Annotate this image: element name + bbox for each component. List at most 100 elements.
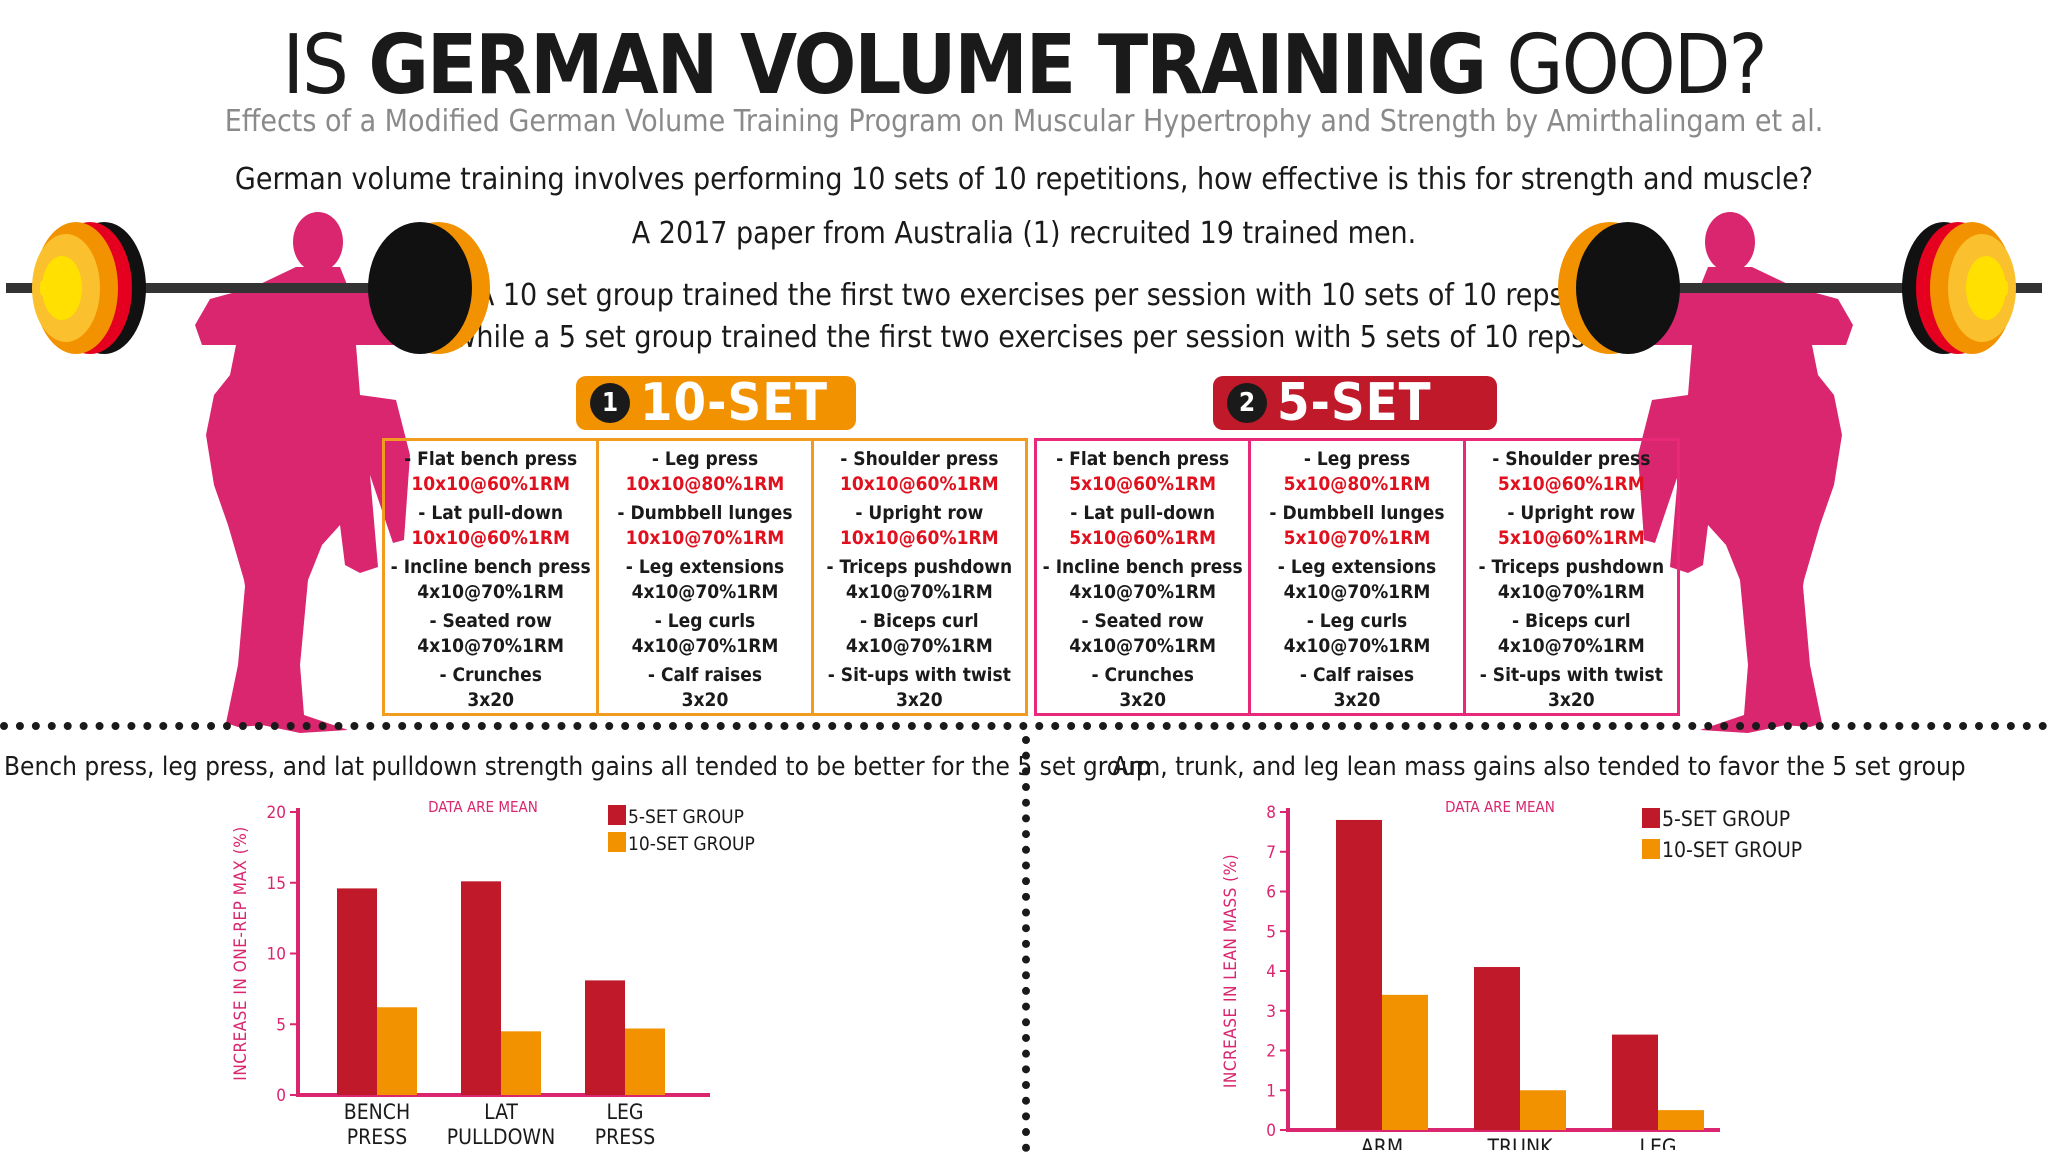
exercise-prescription: 3x20 — [681, 689, 729, 711]
exercise-name: - Biceps curl — [1512, 610, 1631, 632]
title-emphasis: GERMAN VOLUME TRAINING — [368, 18, 1487, 113]
exercise-prescription: 5x10@60%1RM — [1069, 473, 1217, 495]
right-barbell-end — [1978, 280, 2008, 296]
title-suffix: GOOD? — [1484, 18, 1767, 113]
y-tick-label: 10 — [267, 945, 286, 965]
legend-swatch — [608, 832, 626, 852]
y-tick-label: 15 — [267, 874, 286, 894]
x-tick-label: BENCH — [344, 1100, 410, 1124]
bar — [1612, 1034, 1658, 1130]
legend-label: 5-SET GROUP — [628, 806, 744, 828]
exercise-prescription: 4x10@70%1RM — [1497, 635, 1645, 657]
exercise-name: - Biceps curl — [860, 610, 979, 632]
left-barbell-bar — [6, 283, 406, 293]
exercise-prescription: 3x20 — [1333, 689, 1381, 711]
banner-5-set-number: 2 — [1227, 383, 1267, 423]
exercise-prescription: 3x20 — [1547, 689, 1595, 711]
exercise-name: - Upright row — [1507, 502, 1636, 524]
exercise-name: - Seated row — [1081, 610, 1204, 632]
exercise-prescription: 4x10@70%1RM — [1497, 581, 1645, 603]
exercise-prescription: 5x10@70%1RM — [1283, 527, 1431, 549]
exercise-prescription: 3x20 — [467, 689, 515, 711]
program-table-5-set: - Flat bench press 5x10@60%1RM - Lat pull-… — [1034, 438, 1680, 716]
exercise-prescription: 10x10@60%1RM — [411, 473, 570, 495]
exercise-prescription: 10x10@60%1RM — [411, 527, 570, 549]
y-axis-label: INCREASE IN LEAN MASS (%) — [1221, 854, 1241, 1088]
exercise-name: - Incline bench press — [1042, 556, 1243, 578]
exercise-name: - Leg extensions — [1277, 556, 1437, 578]
x-tick-label: TRUNK — [1486, 1135, 1553, 1150]
horizontal-divider — [0, 722, 2048, 730]
exercise-name: - Upright row — [855, 502, 984, 524]
lean-mass-chart: INCREASE IN LEAN MASS (%) 0 1 2 3 4 5 6 7 8 DATA A… — [1221, 798, 1802, 1150]
exercise-name: - Calf raises — [647, 664, 763, 686]
exercise-prescription: 4x10@70%1RM — [1069, 581, 1217, 603]
exercise-prescription: 10x10@70%1RM — [625, 527, 785, 549]
exercise-prescription: 5x10@80%1RM — [1283, 473, 1431, 495]
exercise-name: - Leg press — [1303, 448, 1411, 470]
x-tick-label: LAT — [484, 1100, 518, 1124]
exercise-name: - Leg curls — [1306, 610, 1408, 632]
exercise-name: - Dumbbell lunges — [617, 502, 793, 524]
exercise-prescription: 10x10@60%1RM — [839, 473, 999, 495]
y-tick-label: 2 — [1266, 1042, 1276, 1062]
left-lifter-figure — [195, 212, 410, 733]
y-tick-label: 0 — [276, 1086, 286, 1106]
y-tick-label: 20 — [267, 803, 286, 823]
program-column: - Leg press 10x10@80%1RM - Dumbbell lunges… — [599, 441, 814, 713]
y-tick-label: 5 — [1266, 922, 1276, 942]
exercise-prescription: 5x10@60%1RM — [1497, 527, 1645, 549]
x-tick-label: PRESS — [347, 1125, 407, 1149]
exercise-name: - Sit-ups with twist — [1479, 664, 1663, 686]
x-tick-label: LEG — [606, 1100, 643, 1124]
exercise-name: - Leg press — [651, 448, 759, 470]
exercise-name: - Triceps pushdown — [826, 556, 1013, 578]
y-tick-label: 6 — [1266, 883, 1276, 903]
exercise-prescription: 4x10@70%1RM — [631, 581, 779, 603]
legend-label: 10-SET GROUP — [1662, 838, 1802, 862]
bar — [585, 980, 625, 1095]
lean-mass-section-title: Arm, trunk, and leg lean mass gains also… — [1112, 752, 1966, 782]
y-tick-label: 1 — [1266, 1081, 1276, 1101]
legend-swatch — [1642, 808, 1660, 828]
x-tick-label: ARM — [1361, 1135, 1403, 1150]
bar — [377, 1007, 417, 1095]
title-prefix: IS — [282, 18, 369, 113]
exercise-name: - Flat bench press — [1056, 448, 1230, 470]
exercise-prescription: 5x10@60%1RM — [1069, 527, 1217, 549]
bar — [1520, 1090, 1566, 1130]
exercise-name: - Sit-ups with twist — [827, 664, 1011, 686]
banner-5-set: 2 5-SET — [1213, 376, 1497, 430]
exercise-name: - Incline bench press — [390, 556, 591, 578]
exercise-name: - Calf raises — [1299, 664, 1415, 686]
program-column: - Leg press 5x10@80%1RM - Dumbbell lunges 5… — [1251, 441, 1466, 713]
banner-10-set: 1 10-SET — [576, 376, 856, 430]
right-lifter-figure — [1638, 212, 1853, 733]
bar — [1474, 967, 1520, 1130]
page-subtitle: Effects of a Modified German Volume Trai… — [224, 104, 1824, 139]
left-plate-inner — [368, 222, 490, 354]
bar — [337, 888, 377, 1095]
y-tick-label: 8 — [1266, 803, 1276, 823]
bar — [1336, 819, 1382, 1130]
y-tick-label: 5 — [276, 1015, 286, 1035]
exercise-name: - Shoulder press — [840, 448, 999, 470]
chart-note: DATA ARE MEAN — [428, 798, 538, 816]
program-column: - Shoulder press 10x10@60%1RM - Upright ro… — [814, 441, 1025, 713]
program-table-10-set: - Flat bench press 10x10@60%1RM - Lat pull… — [382, 438, 1028, 716]
left-barbell-end — [40, 280, 70, 296]
bar — [461, 881, 501, 1095]
x-tick-label: PULLDOWN — [447, 1125, 556, 1149]
legend-label: 10-SET GROUP — [628, 833, 755, 855]
x-tick-label: PRESS — [595, 1125, 655, 1149]
exercise-prescription: 4x10@70%1RM — [417, 581, 565, 603]
y-tick-label: 7 — [1266, 843, 1276, 863]
exercise-prescription: 4x10@70%1RM — [1069, 635, 1217, 657]
right-lifter-illustration — [1558, 212, 2042, 733]
exercise-prescription: 3x20 — [1119, 689, 1167, 711]
bar — [1658, 1110, 1704, 1130]
banner-10-set-number: 1 — [590, 383, 630, 423]
chart-note: DATA ARE MEAN — [1445, 798, 1555, 816]
exercise-prescription: 5x10@60%1RM — [1497, 473, 1645, 495]
y-tick-label: 0 — [1266, 1121, 1276, 1141]
